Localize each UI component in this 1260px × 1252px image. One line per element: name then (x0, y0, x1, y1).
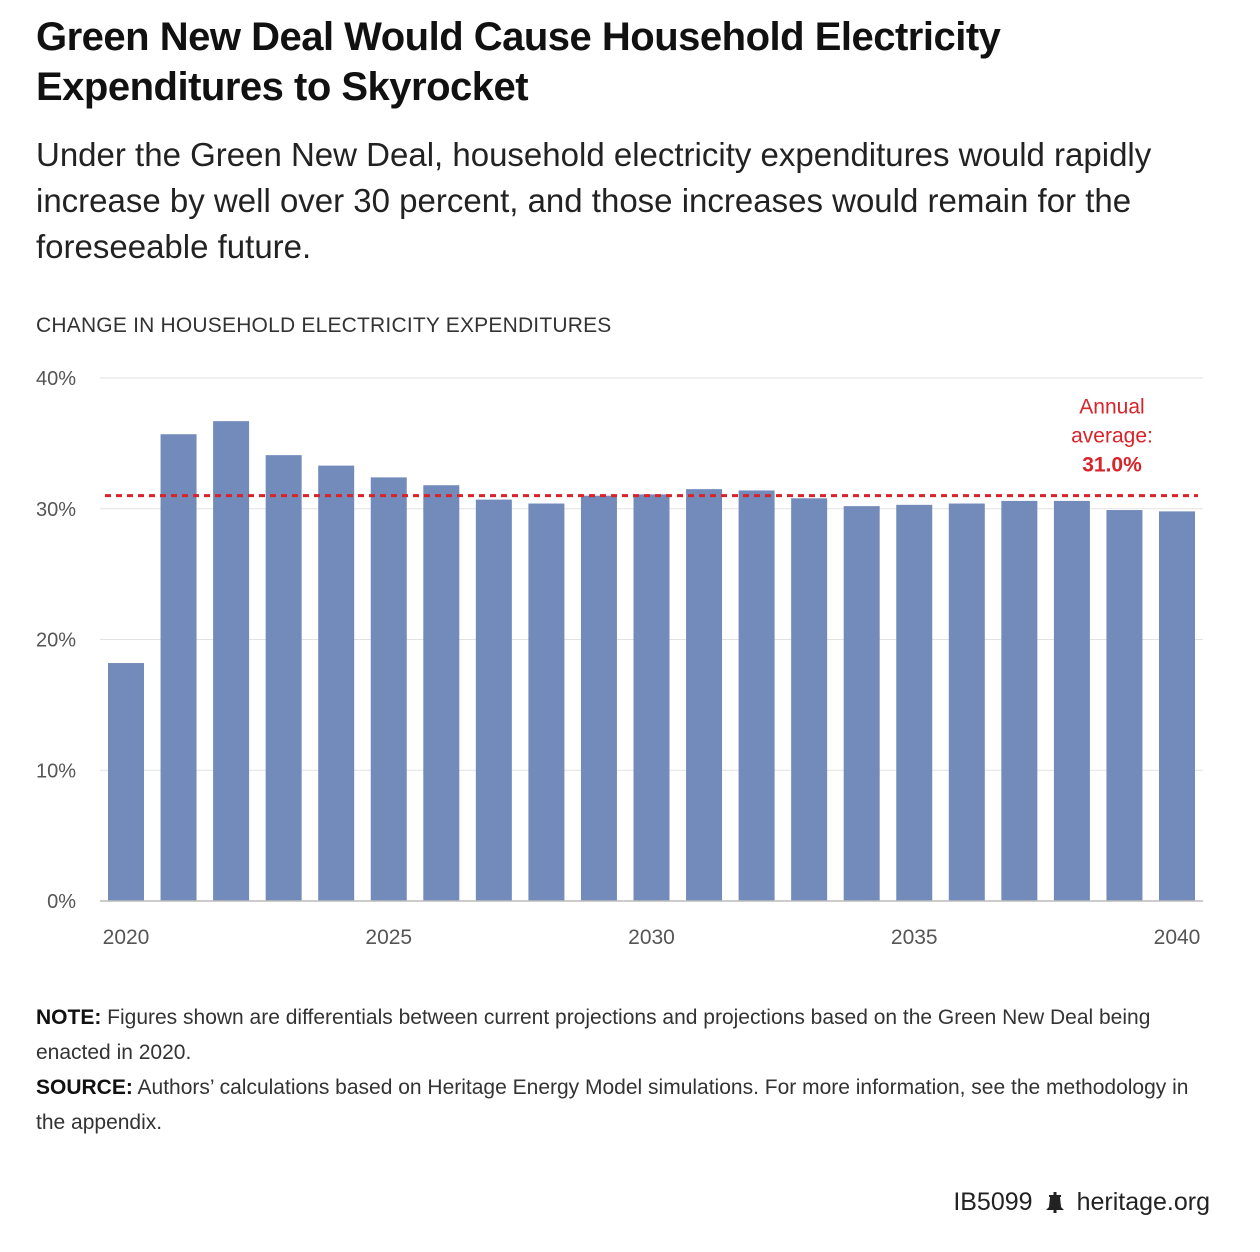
x-tick-label: 2030 (628, 926, 675, 949)
bar (476, 500, 512, 901)
chart-y-axis-label: CHANGE IN HOUSEHOLD ELECTRICITY EXPENDIT… (36, 314, 612, 338)
y-tick-label: 0% (47, 891, 76, 913)
x-tick-label: 2025 (365, 926, 412, 949)
bar (739, 490, 775, 901)
bar (1159, 511, 1195, 901)
bar (581, 496, 617, 901)
notes-block: NOTE: Figures shown are differentials be… (36, 1000, 1206, 1140)
bar (108, 663, 144, 901)
chart-subtitle: Under the Green New Deal, household elec… (36, 132, 1226, 270)
bar (1054, 501, 1090, 901)
average-value-label: 31.0% (1082, 454, 1142, 477)
note-label: NOTE: (36, 1006, 101, 1029)
bar-chart: 0% 10% 20% 30% 40% 2020 2025 2030 2035 2040 Annual… (0, 360, 1260, 960)
bar (161, 434, 197, 901)
note-line: NOTE: Figures shown are differentials be… (36, 1000, 1206, 1070)
bar (949, 504, 985, 901)
bar (791, 498, 827, 901)
report-code: IB5099 (953, 1188, 1032, 1217)
x-tick-label: 2035 (891, 926, 938, 949)
x-tick-label: 2040 (1154, 926, 1201, 949)
footer: IB5099 heritage.org (953, 1188, 1210, 1217)
heritage-link[interactable]: heritage.org (1077, 1188, 1210, 1217)
bar (1001, 501, 1037, 901)
bar (528, 504, 564, 901)
bar (318, 466, 354, 901)
y-tick-label: 30% (36, 499, 76, 521)
bar (1106, 510, 1142, 901)
x-tick-label: 2020 (103, 926, 150, 949)
note-text: Figures shown are differentials between … (36, 1006, 1150, 1064)
bar (266, 455, 302, 901)
bar (423, 485, 459, 901)
y-tick-label: 10% (36, 760, 76, 782)
bar (686, 489, 722, 901)
bar (844, 506, 880, 901)
source-label: SOURCE: (36, 1076, 133, 1099)
bar (896, 505, 932, 901)
source-line: SOURCE: Authors’ calculations based on H… (36, 1070, 1206, 1140)
source-text: Authors’ calculations based on Heritage … (36, 1076, 1188, 1134)
liberty-bell-icon (1045, 1192, 1065, 1214)
y-tick-label: 40% (36, 368, 76, 390)
bar (213, 421, 249, 901)
bar (371, 477, 407, 901)
average-label-line1: Annual (1079, 396, 1144, 419)
average-label-line2: average: (1071, 425, 1153, 448)
chart-title: Green New Deal Would Cause Household Ele… (36, 12, 1216, 112)
bar (634, 494, 670, 901)
y-tick-label: 20% (36, 630, 76, 652)
